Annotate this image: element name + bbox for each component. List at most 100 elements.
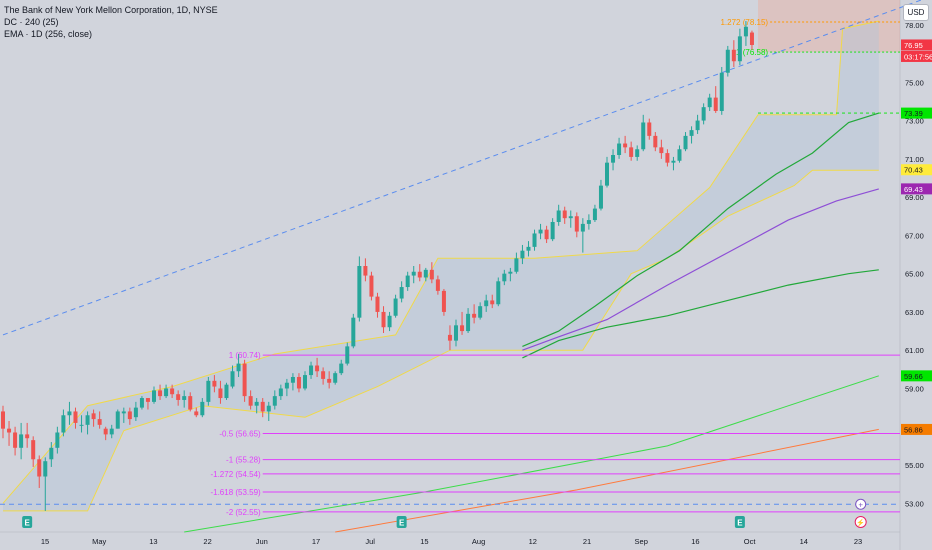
candle-body bbox=[321, 371, 326, 379]
candle-body bbox=[25, 434, 30, 439]
candle-body bbox=[103, 428, 108, 435]
donchian-channel-fill bbox=[3, 21, 879, 511]
candle-body bbox=[121, 411, 126, 414]
candle-body bbox=[236, 363, 241, 372]
candle-body bbox=[526, 246, 531, 251]
y-tick-label: 59.00 bbox=[905, 384, 924, 393]
candle-body bbox=[339, 363, 344, 374]
time-axis bbox=[0, 532, 900, 550]
x-tick-label: Oct bbox=[744, 537, 757, 546]
candle-body bbox=[725, 49, 730, 73]
x-tick-label: 21 bbox=[583, 537, 591, 546]
x-tick-label: 22 bbox=[203, 537, 211, 546]
candle-body bbox=[429, 269, 434, 280]
y-tick-label: 73.00 bbox=[905, 117, 924, 126]
candle-body bbox=[502, 273, 507, 282]
symbol-title[interactable]: The Bank of New York Mellon Corporation,… bbox=[4, 5, 218, 15]
x-tick-label: 17 bbox=[312, 537, 320, 546]
candle-body bbox=[55, 432, 60, 448]
candle-body bbox=[290, 376, 295, 383]
candle-body bbox=[713, 97, 718, 111]
candle-body bbox=[260, 401, 265, 412]
candle-body bbox=[411, 271, 416, 276]
candle-body bbox=[109, 428, 114, 435]
candle-body bbox=[176, 394, 181, 400]
candle-body bbox=[1, 411, 5, 429]
indicator-ema-label[interactable]: EMA · 1D (256, close) bbox=[4, 29, 93, 39]
candle-body bbox=[405, 275, 410, 288]
x-tick-label: May bbox=[92, 537, 106, 546]
candle-body bbox=[568, 216, 573, 219]
chart-legend: The Bank of New York Mellon Corporation,… bbox=[4, 4, 218, 40]
candle-body bbox=[284, 382, 289, 389]
candle-body bbox=[743, 26, 748, 37]
candle-body bbox=[188, 396, 193, 410]
candle-body bbox=[266, 405, 271, 412]
candle-body bbox=[127, 411, 132, 420]
add-event-icon[interactable] bbox=[855, 498, 867, 510]
fib-label-0: 1 (60.74) bbox=[229, 351, 261, 360]
candle-body bbox=[659, 147, 664, 154]
price-label-box bbox=[901, 423, 932, 435]
candle-body bbox=[61, 415, 66, 433]
candle-body bbox=[67, 411, 72, 416]
candle-body bbox=[671, 160, 676, 163]
candle-body bbox=[97, 419, 102, 425]
candle-body bbox=[363, 266, 368, 276]
candle-body bbox=[37, 459, 42, 477]
candle-body bbox=[647, 122, 652, 136]
y-tick-label: 71.00 bbox=[905, 155, 924, 164]
candle-body bbox=[417, 271, 422, 278]
candle-body bbox=[707, 97, 712, 108]
x-tick-label: 23 bbox=[854, 537, 862, 546]
candle-body bbox=[139, 398, 144, 408]
candle-body bbox=[496, 281, 501, 305]
candle-body bbox=[532, 233, 537, 247]
candle-body bbox=[296, 376, 301, 389]
candle-body bbox=[31, 440, 36, 460]
candle-body bbox=[550, 221, 555, 240]
candle-body bbox=[369, 275, 374, 297]
candle-body bbox=[641, 122, 646, 150]
donchian-lower-band bbox=[3, 169, 879, 512]
candle-body bbox=[484, 300, 489, 307]
candle-body bbox=[617, 143, 622, 156]
candle-body bbox=[586, 220, 591, 224]
price-label-box bbox=[901, 183, 932, 195]
y-tick-label: 75.00 bbox=[905, 78, 924, 87]
candle-body bbox=[598, 185, 603, 209]
candle-body bbox=[115, 411, 120, 429]
candle-body bbox=[592, 208, 597, 221]
x-tick-label: 13 bbox=[149, 537, 157, 546]
fib-label-3: -1.272 (54.54) bbox=[210, 470, 261, 479]
candle-body bbox=[351, 317, 356, 347]
indicator-dc-label[interactable]: DC · 240 (25) bbox=[4, 17, 59, 27]
candle-body bbox=[145, 398, 150, 402]
candle-body bbox=[152, 390, 156, 402]
currency-button[interactable]: USD bbox=[903, 4, 929, 21]
target-zone bbox=[758, 0, 900, 53]
candle-body bbox=[605, 162, 609, 186]
y-tick-label: 67.00 bbox=[905, 231, 924, 240]
candle-body bbox=[85, 415, 90, 425]
lightning-event-icon[interactable] bbox=[854, 516, 867, 528]
candle-body bbox=[182, 396, 187, 400]
candle-body bbox=[653, 135, 658, 148]
candle-body bbox=[393, 298, 398, 316]
candle-body bbox=[520, 250, 525, 259]
candle-body bbox=[574, 216, 579, 232]
candle-body bbox=[43, 461, 48, 477]
candle-body bbox=[375, 296, 380, 312]
candle-body bbox=[580, 223, 585, 232]
candle-body bbox=[387, 315, 392, 328]
candle-body bbox=[472, 313, 477, 318]
candle-body bbox=[381, 311, 386, 328]
price-label-box bbox=[901, 50, 932, 62]
lightning-glyph: ⚡ bbox=[856, 518, 865, 527]
x-tick-label: Sep bbox=[635, 537, 648, 546]
upper-fib-label-1: 1 (76.58) bbox=[736, 48, 768, 57]
candle-body bbox=[19, 434, 24, 448]
candle-body bbox=[224, 384, 229, 399]
